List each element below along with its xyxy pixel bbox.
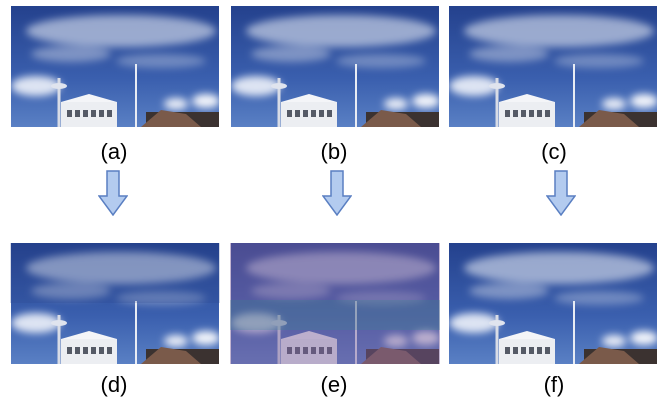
panel-label: (a): [101, 139, 128, 164]
panel-d: [10, 243, 220, 364]
arrow: [547, 171, 575, 215]
panel-label: (e): [321, 372, 348, 397]
panel-label: (b): [321, 139, 348, 164]
panel-c: [449, 6, 658, 127]
arrow: [323, 171, 351, 215]
panel-b: [231, 6, 440, 127]
panel-e: [230, 243, 440, 364]
panel-a: [11, 6, 220, 127]
figure: (a) (b) (c) (d) (e) (f): [0, 0, 658, 402]
panel-label: (c): [541, 139, 567, 164]
arrow: [99, 171, 127, 215]
panel-label: (d): [101, 372, 128, 397]
panel-label: (f): [544, 372, 565, 397]
panel-f: [449, 243, 658, 364]
